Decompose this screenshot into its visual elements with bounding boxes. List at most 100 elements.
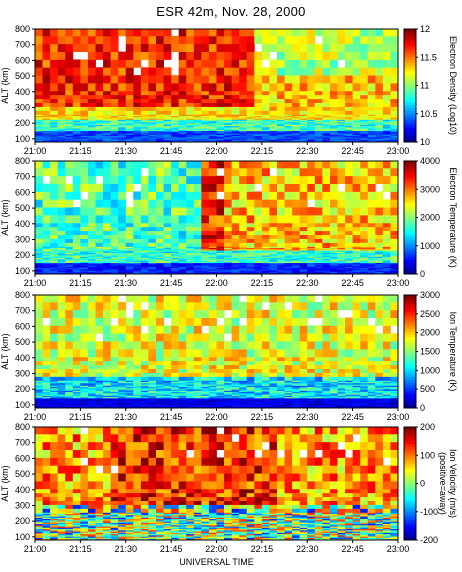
heatmap-cell xyxy=(178,250,187,252)
heatmap-cell xyxy=(133,385,142,388)
heatmap-cell xyxy=(284,214,293,224)
heatmap-cell xyxy=(277,114,285,117)
heatmap-cell xyxy=(163,234,172,239)
heatmap-cell xyxy=(284,396,293,399)
heatmap-cell xyxy=(277,110,285,115)
heatmap-cell xyxy=(125,75,134,84)
heatmap-cell xyxy=(118,126,127,129)
heatmap-cell xyxy=(345,258,354,261)
heatmap-cell xyxy=(140,380,149,383)
heatmap-cell xyxy=(110,382,119,385)
heatmap-cell xyxy=(360,114,369,117)
heatmap-cell xyxy=(254,341,263,350)
heatmap-cell xyxy=(224,118,233,120)
heatmap-cell xyxy=(367,230,376,235)
heatmap-cell xyxy=(95,230,104,235)
heatmap-cell xyxy=(35,400,43,403)
heatmap-cell xyxy=(140,247,149,250)
heatmap-cell xyxy=(246,255,255,257)
heatmap-cell xyxy=(178,402,187,405)
heatmap-cell xyxy=(314,382,323,385)
heatmap-cell xyxy=(231,271,240,274)
heatmap-cell xyxy=(284,381,293,384)
heatmap-cell xyxy=(277,234,285,239)
heatmap-cell xyxy=(322,110,331,115)
colorbar-segment xyxy=(404,133,416,137)
heatmap-cell xyxy=(367,161,376,169)
heatmap-cell xyxy=(65,207,74,216)
heatmap-cell xyxy=(292,401,301,404)
heatmap-cell xyxy=(201,238,210,243)
heatmap-cell xyxy=(163,381,172,384)
heatmap-cell xyxy=(284,94,293,100)
heatmap-cell xyxy=(307,128,316,130)
heatmap-cell xyxy=(140,252,149,255)
heatmap-cell xyxy=(72,266,81,269)
heatmap-cell xyxy=(261,134,270,137)
heatmap-cell xyxy=(140,256,149,259)
heatmap-cell xyxy=(254,59,263,68)
colorbar-segment xyxy=(404,172,416,176)
heatmap-cell xyxy=(118,389,127,391)
heatmap-cell xyxy=(307,266,316,269)
heatmap-cell xyxy=(360,43,369,52)
heatmap-cell xyxy=(269,397,278,400)
heatmap-cell xyxy=(42,384,51,386)
heatmap-cell xyxy=(216,51,225,60)
heatmap-cell xyxy=(118,385,127,388)
heatmap-cell xyxy=(163,405,172,408)
heatmap-cell xyxy=(103,120,112,123)
heatmap-cell xyxy=(87,360,96,366)
heatmap-cell xyxy=(125,134,134,137)
heatmap-cell xyxy=(375,161,384,169)
heatmap-cell xyxy=(239,121,248,124)
heatmap-cell xyxy=(163,130,172,133)
heatmap-cell xyxy=(299,384,308,386)
heatmap-cell xyxy=(322,401,331,404)
heatmap-cell xyxy=(277,295,285,303)
heatmap-cell xyxy=(103,295,112,303)
heatmap-cell xyxy=(193,139,202,142)
heatmap-cell xyxy=(284,392,293,395)
heatmap-cell xyxy=(375,125,384,128)
heatmap-cell xyxy=(35,252,43,255)
heatmap-cell xyxy=(35,270,43,272)
heatmap-cell xyxy=(292,252,301,255)
heatmap-cell xyxy=(72,397,81,400)
heatmap-cell xyxy=(201,341,210,350)
heatmap-cell xyxy=(216,395,225,398)
heatmap-cell xyxy=(87,230,96,235)
heatmap-cell xyxy=(314,257,323,260)
heatmap-cell xyxy=(125,242,134,247)
heatmap-cell xyxy=(42,295,51,303)
heatmap-cell xyxy=(314,119,323,122)
heatmap-cell xyxy=(390,129,399,132)
heatmap-cell xyxy=(254,325,263,334)
heatmap-cell xyxy=(148,120,157,123)
heatmap-cell xyxy=(216,402,225,405)
heatmap-cell xyxy=(367,82,376,92)
heatmap-cell xyxy=(148,114,157,117)
heatmap-cell xyxy=(345,263,354,266)
heatmap-cell xyxy=(246,102,255,107)
heatmap-cell xyxy=(224,191,233,200)
heatmap-cell xyxy=(375,251,384,254)
heatmap-cell xyxy=(246,360,255,366)
heatmap-cell xyxy=(118,248,127,251)
heatmap-cell xyxy=(224,402,233,405)
heatmap-cell xyxy=(277,251,285,254)
heatmap-cell xyxy=(110,267,119,270)
heatmap-cell xyxy=(261,230,270,235)
heatmap-cell xyxy=(118,271,127,274)
heatmap-cell xyxy=(95,301,104,311)
heatmap-cell xyxy=(208,261,217,264)
heatmap-cell xyxy=(50,325,59,334)
heatmap-cell xyxy=(231,387,240,390)
heatmap-cell xyxy=(148,348,157,358)
heatmap-cell xyxy=(171,261,180,264)
heatmap-cell xyxy=(186,395,195,398)
heatmap-cell xyxy=(140,333,149,342)
heatmap-cell xyxy=(231,333,240,342)
heatmap-cell xyxy=(42,234,51,239)
heatmap-cell xyxy=(110,390,119,393)
